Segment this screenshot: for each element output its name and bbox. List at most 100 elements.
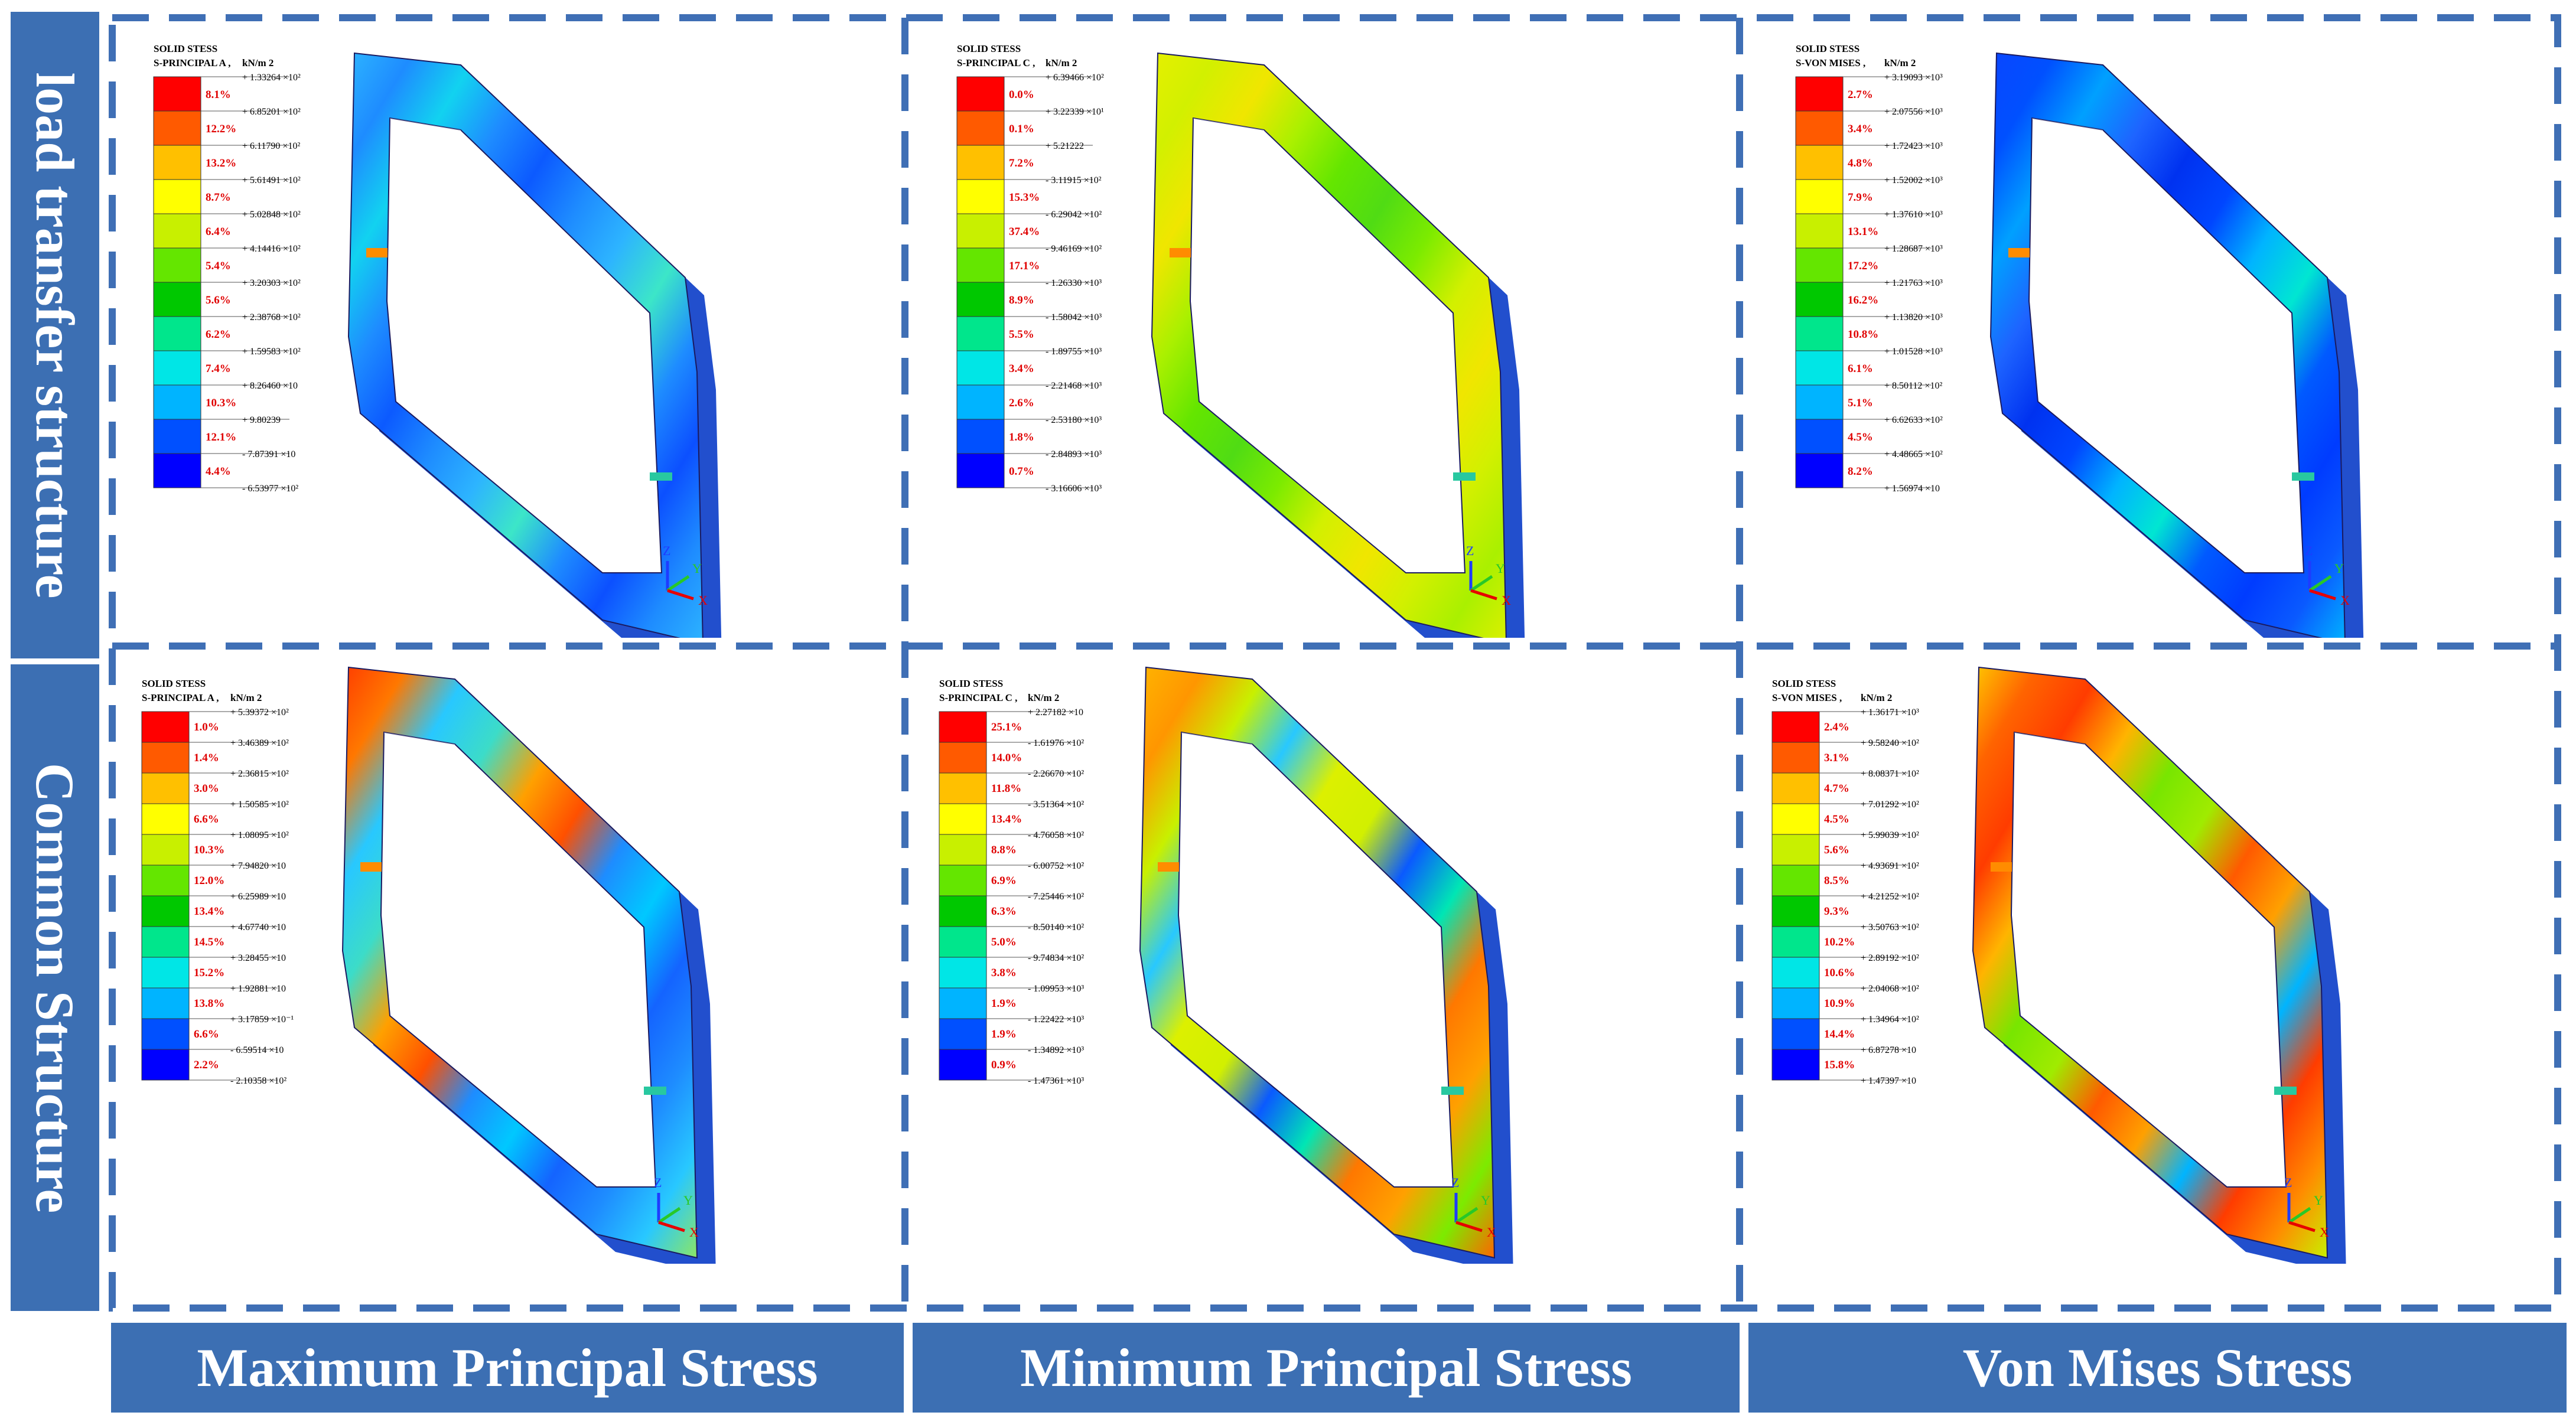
legend-value-label: + 4.93691 ×10² [1861,861,1919,871]
column-label-max-principal: Maximum Principal Stress [111,1323,904,1413]
legend-color-box [956,350,1005,386]
legend-percent-label: 6.9% [991,875,1017,887]
legend-value-label: + 6.62633 ×10² [1884,415,1943,425]
legend-unit: kN/m 2 [230,692,262,703]
legend-color-box [141,711,190,743]
frame-inner-wall [1181,732,1256,762]
legend-color-box [956,179,1005,214]
y-axis-arrow [2288,1206,2311,1224]
legend-color-box [1771,926,1820,958]
legend-value-label: + 3.19093 ×10³ [1884,73,1943,83]
panel-min-principal-load-transfer: SOLID STESS S-PRINCIPAL C , kN/m 2 + 6.3946… [939,41,1701,661]
legend-value-label: + 1.72423 ×10³ [1884,141,1943,151]
legend-value-label: + 7.01292 ×10² [1861,800,1919,810]
frame-opening [1177,731,1454,1188]
legend-value-label: + 1.37610 ×10³ [1884,210,1943,220]
legend-value-label: - 2.10358 ×10² [230,1076,286,1086]
legend-unit: kN/m 2 [1884,57,1916,69]
legend-percent-label: 14.4% [1824,1028,1855,1041]
legend-value-label: + 1.52002 ×10³ [1884,175,1943,185]
legend-color-box [141,742,190,774]
legend-header: SOLID STESS [1796,43,1859,54]
structure-model [347,52,722,661]
legend-color-box [1771,834,1820,866]
legend-color-box [1771,895,1820,927]
legend-color-box [939,926,987,958]
legend-color-box [141,1049,190,1081]
legend-color-box [956,419,1005,454]
legend-color-box [956,110,1005,146]
legend-value-label: - 1.47361 ×10³ [1028,1076,1084,1086]
legend-percent-label: 7.4% [206,363,231,375]
legend-value-label: - 1.34892 ×10³ [1028,1045,1084,1055]
legend-value-label: + 3.20303 ×10² [242,278,301,288]
legend-color-box [153,179,201,214]
legend-value-label: - 7.25446 ×10² [1028,892,1084,902]
legend-percent-label: 10.6% [1824,967,1855,979]
legend-value-label: + 2.04068 ×10² [1861,984,1919,994]
legend-value-label: - 6.29042 ×10² [1046,210,1102,220]
legend-color-box [956,76,1005,112]
legend-color-box [153,247,201,283]
legend-percent-label: 12.2% [206,123,236,135]
legend-color-box [956,453,1005,488]
legend-percent-label: 4.5% [1824,813,1849,826]
legend-value-label: - 2.53180 ×10³ [1046,415,1102,425]
structure-model [1139,666,1513,1276]
legend-color-box [153,76,201,112]
frame-inner-wall [2032,118,2106,148]
bracket-left [2008,248,2030,257]
bracket-right [644,1087,666,1095]
legend-percent-label: 5.6% [1824,844,1849,856]
legend-header: SOLID STESS [1772,678,1836,689]
legend-percent-label: 2.2% [194,1059,219,1071]
legend-value-label: + 2.38768 ×10² [242,312,301,322]
bracket-left [1991,862,2012,872]
x-axis-arrow [667,589,694,601]
frame-opening [1189,117,1466,573]
z-axis-label: Z [2284,1175,2292,1190]
legend-value-label: + 6.85201 ×10² [242,107,301,117]
legend-value-label: - 3.11915 ×10² [1046,175,1102,185]
x-axis-label: X [1487,1225,1496,1240]
legend-value-label: + 2.07556 ×10³ [1884,107,1943,117]
panel-max-principal-load-transfer: SOLID STESS S-PRINCIPAL A , kN/m 2 + 1.3326… [136,41,898,661]
legend-percent-label: 6.3% [991,905,1017,918]
legend-percent-label: 0.1% [1009,123,1034,135]
legend-color-box [1795,282,1844,317]
legend-percent-label: 0.7% [1009,465,1034,478]
legend-percent-label: 15.2% [194,967,224,979]
legend-value-label: + 1.92881 ×10 [230,984,286,994]
legend-value-label: + 3.17859 ×10⁻¹ [230,1015,294,1025]
legend-header: SOLID STESS [957,43,1021,54]
legend-percent-label: 14.5% [194,936,224,948]
column-label-min-principal-text: Minimum Principal Stress [1020,1338,1632,1398]
legend-color-box [153,110,201,146]
legend-color-box [141,772,190,804]
legend-color-box [141,957,190,989]
legend-percent-label: 2.4% [1824,721,1849,733]
legend-value-label: + 2.27182 ×10 [1028,707,1083,717]
legend-percent-label: 17.1% [1009,260,1040,272]
bracket-right [1453,472,1476,481]
legend-value-label: + 3.22339 ×10¹ [1046,107,1104,117]
stress-legend: SOLID STESS S-VON MISES , kN/m 2 + 1.36171 … [1771,678,1919,1086]
legend-percent-label: 7.9% [1848,191,1873,204]
legend-color-box [153,145,201,180]
legend-percent-label: 5.6% [206,294,231,306]
column-label-max-principal-text: Maximum Principal Stress [197,1338,818,1398]
legend-percent-label: 4.5% [1848,431,1873,443]
legend-percent-label: 10.3% [206,397,236,409]
legend-color-box [153,453,201,488]
bracket-right [2274,1087,2297,1095]
legend-percent-label: 14.0% [991,752,1022,764]
legend-value-label: - 6.59514 ×10 [230,1045,284,1055]
axis-triad: Z Y X [663,543,708,608]
legend-percent-label: 13.4% [991,813,1022,826]
legend-percent-label: 4.4% [206,465,231,478]
legend-percent-label: 6.4% [206,226,231,238]
legend-percent-label: 10.2% [1824,936,1855,948]
stress-legend: SOLID STESS S-PRINCIPAL A , kN/m 2 + 5.3937… [141,678,294,1086]
legend-value-label: + 1.56974 ×10 [1884,484,1940,494]
legend-color-box [939,772,987,804]
